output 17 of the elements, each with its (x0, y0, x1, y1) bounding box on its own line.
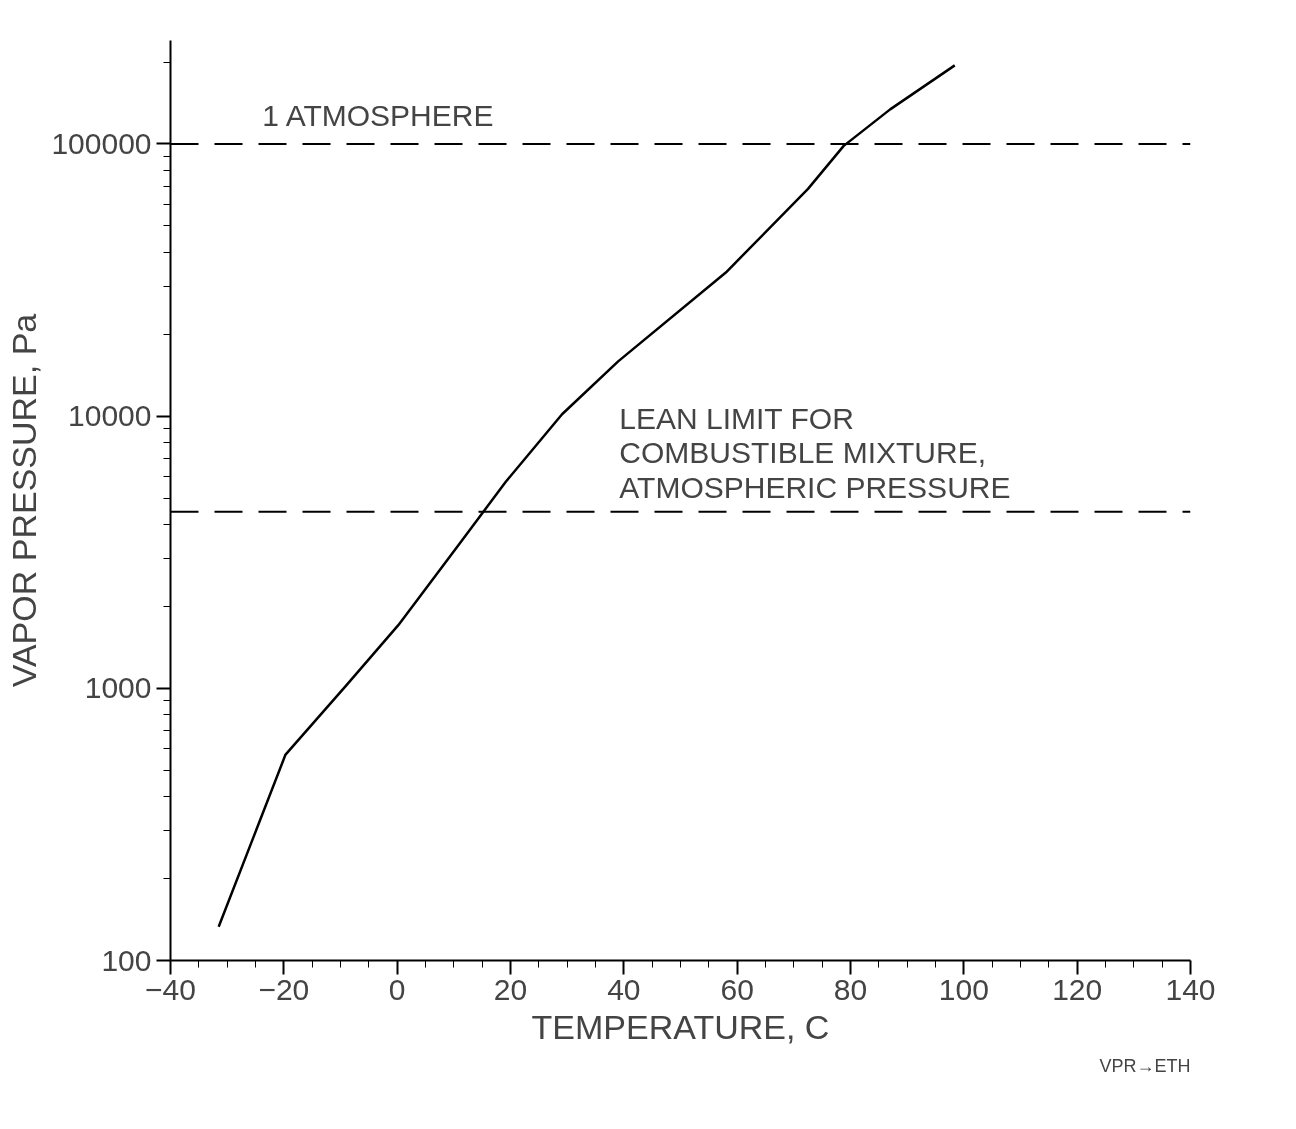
x-tick-label: 20 (493, 972, 528, 1006)
y-tick-label: 10000 (68, 399, 152, 433)
x-tick-label: 120 (1052, 972, 1103, 1006)
ref-line-label: 1 ATMOSPHERE (262, 98, 494, 132)
ref-line-label: LEAN LIMIT FOR COMBUSTIBLE MIXTURE, ATMOSPHERIC PRESSURE (619, 401, 1011, 504)
y-axis-title: VAPOR PRESSURE, Pa (5, 313, 44, 688)
x-tick-label: 60 (720, 972, 754, 1006)
x-tick-label: 80 (833, 972, 868, 1006)
x-tick-label: −20 (258, 972, 310, 1006)
x-tick-label: 100 (938, 972, 989, 1006)
y-tick-label: 100000 (51, 126, 152, 160)
x-tick-label: 140 (1165, 972, 1216, 1006)
x-tick-label: 40 (607, 972, 641, 1006)
x-axis-title: TEMPERATURE, C (531, 1007, 830, 1046)
x-tick-label: 0 (388, 972, 406, 1006)
y-tick-label: 1000 (84, 671, 152, 705)
text: VPR→ETH (1099, 1055, 1191, 1076)
